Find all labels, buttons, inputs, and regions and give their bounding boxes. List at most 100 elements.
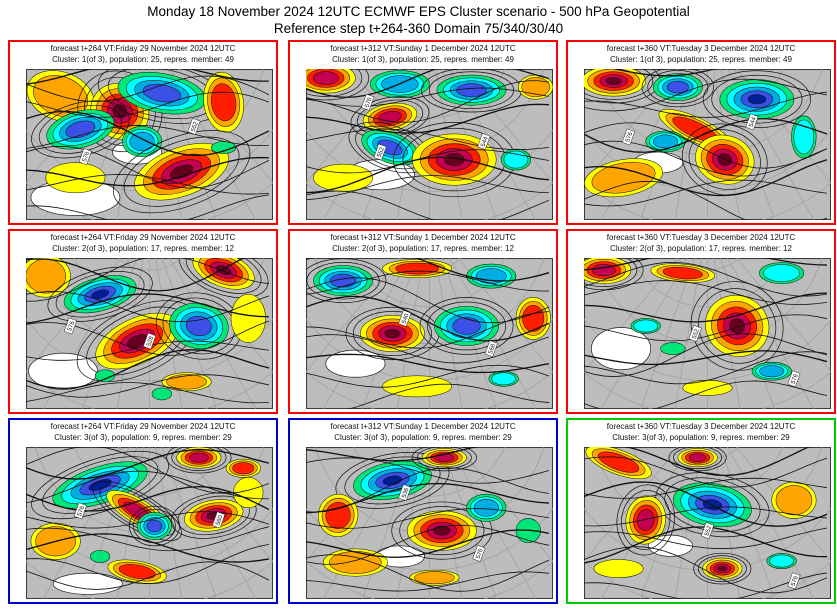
panel-header: forecast t+360 VT:Tuesday 3 December 202… — [568, 44, 834, 65]
cold-anomaly-region — [335, 452, 450, 509]
svg-text:552: 552 — [376, 146, 386, 159]
cluster-panel-3-2: forecast t+312 VT:Sunday 1 December 2024… — [288, 418, 558, 604]
contour-label: 576 — [787, 370, 801, 388]
warm-anomaly-region — [170, 492, 257, 539]
warm-anomaly-region — [391, 501, 493, 560]
cluster-panel-1-3: forecast t+360 VT:Tuesday 3 December 202… — [566, 40, 836, 225]
panel-header: forecast t+312 VT:Sunday 1 December 2024… — [290, 44, 556, 65]
cluster-info-label: Cluster: 1(of 3), population: 25, repres… — [610, 54, 792, 64]
contour-label: 552 — [373, 143, 387, 161]
svg-text:568: 568 — [487, 342, 497, 355]
warm-anomaly-region — [650, 263, 716, 283]
contour-lines — [306, 69, 550, 220]
warm-anomaly-region — [411, 447, 477, 472]
contour-label: 536 — [398, 484, 412, 502]
svg-text:576: 576 — [790, 574, 800, 587]
panel-header: forecast t+360 VT:Tuesday 3 December 202… — [568, 422, 834, 443]
geopotential-map: 536 576 — [306, 447, 553, 599]
map-area: 560 576 — [26, 447, 273, 599]
map-area: 552 576 — [584, 447, 831, 599]
svg-text:576: 576 — [790, 373, 800, 386]
cold-anomaly-region — [31, 450, 170, 520]
neutral-region — [28, 352, 98, 390]
contour-label: 576 — [73, 502, 87, 520]
contour-label: 576 — [787, 572, 801, 590]
contour-label: 540 — [398, 310, 412, 327]
figure-title-line2: Reference step t+264-360 Domain 75/340/3… — [273, 21, 564, 36]
forecast-step-label: forecast t+264 VT:Friday 29 November 202… — [50, 233, 236, 242]
forecast-step-label: forecast t+360 VT:Tuesday 3 December 202… — [606, 233, 796, 242]
geopotential-map: 552 576 — [584, 258, 831, 409]
warm-anomaly-region — [515, 297, 551, 340]
svg-text:576: 576 — [624, 131, 634, 144]
cluster-info-label: Cluster: 2(of 3), population: 17, repres… — [610, 243, 792, 253]
map-area: 536 576 — [306, 447, 553, 599]
svg-text:576: 576 — [364, 96, 374, 109]
contour-label: 576 — [621, 128, 635, 146]
warm-anomaly-region — [584, 69, 661, 104]
panel-header: forecast t+312 VT:Sunday 1 December 2024… — [290, 422, 556, 443]
cold-anomaly-region — [94, 369, 116, 383]
geopotential-map: 552 576 — [584, 447, 831, 599]
svg-text:536: 536 — [401, 486, 411, 499]
svg-text:552: 552 — [190, 120, 200, 133]
contour-label: 544 — [477, 133, 491, 150]
cold-anomaly-region — [151, 387, 172, 401]
contour-label: 576 — [361, 93, 375, 111]
contour-label: 544 — [745, 113, 759, 131]
forecast-step-label: forecast t+264 VT:Friday 29 November 202… — [50, 44, 236, 53]
warm-anomaly-region — [225, 458, 261, 478]
cold-anomaly-region — [751, 361, 792, 381]
cold-anomaly-region — [702, 70, 811, 129]
figure-title: Monday 18 November 2024 12UTC ECMWF EPS … — [0, 3, 837, 37]
svg-text:552: 552 — [703, 524, 713, 537]
neutral-region — [591, 327, 652, 371]
contour-lines — [584, 258, 828, 409]
svg-text:576: 576 — [76, 505, 86, 518]
warm-anomaly-region — [203, 71, 244, 133]
cold-anomaly-region — [759, 262, 805, 284]
svg-text:576: 576 — [66, 320, 76, 333]
panel-header: forecast t+264 VT:Friday 29 November 202… — [10, 422, 276, 443]
contour-label: 528 — [143, 332, 156, 350]
svg-text:552: 552 — [691, 327, 701, 340]
map-area: 540 568 — [306, 258, 553, 409]
svg-text:544: 544 — [480, 135, 490, 148]
cold-anomaly-region — [466, 263, 517, 289]
warm-anomaly-region — [323, 548, 388, 577]
panel-header: forecast t+264 VT:Friday 29 November 202… — [10, 44, 276, 65]
contour-lines — [584, 447, 828, 599]
forecast-step-label: forecast t+360 VT:Tuesday 3 December 202… — [606, 422, 796, 431]
svg-text:560: 560 — [214, 514, 224, 527]
geopotential-map: 540 568 — [306, 258, 553, 409]
cluster-panel-3-3: forecast t+360 VT:Tuesday 3 December 202… — [566, 418, 836, 604]
cluster-info-label: Cluster: 1(of 3), population: 25, repres… — [332, 54, 514, 64]
warm-anomaly-region — [230, 293, 266, 343]
contour-label: 576 — [63, 317, 77, 335]
forecast-step-label: forecast t+312 VT:Sunday 1 December 2024… — [330, 44, 516, 53]
figure-title-line1: Monday 18 November 2024 12UTC ECMWF EPS … — [147, 4, 690, 19]
geopotential-map: 528 576 — [26, 258, 273, 409]
warm-anomaly-region — [593, 559, 644, 578]
forecast-step-label: forecast t+360 VT:Tuesday 3 December 202… — [606, 44, 796, 53]
forecast-step-label: forecast t+312 VT:Sunday 1 December 2024… — [330, 422, 516, 431]
cluster-panel-1-2: forecast t+312 VT:Sunday 1 December 2024… — [288, 40, 558, 225]
warm-anomaly-region — [771, 481, 817, 519]
cold-anomaly-region — [421, 69, 522, 113]
cold-anomaly-region — [306, 258, 387, 303]
cold-anomaly-region — [645, 130, 686, 153]
contour-label: 552 — [187, 118, 201, 135]
cluster-panel-3-1: forecast t+264 VT:Friday 29 November 202… — [8, 418, 278, 604]
warm-anomaly-region — [161, 372, 212, 392]
geopotential-map: 544 552 576 — [306, 69, 553, 220]
cluster-info-label: Cluster: 3(of 3), population: 9, repres.… — [334, 432, 512, 442]
panel-header: forecast t+312 VT:Sunday 1 December 2024… — [290, 233, 556, 254]
contour-label: 552 — [701, 522, 714, 540]
contour-label: 576 — [472, 544, 486, 562]
svg-text:528: 528 — [145, 335, 155, 348]
geopotential-map: 560 576 — [26, 447, 273, 599]
warm-anomaly-region — [306, 69, 370, 101]
warm-anomaly-region — [107, 559, 167, 584]
svg-text:540: 540 — [401, 312, 411, 325]
contour-lines — [26, 447, 270, 590]
